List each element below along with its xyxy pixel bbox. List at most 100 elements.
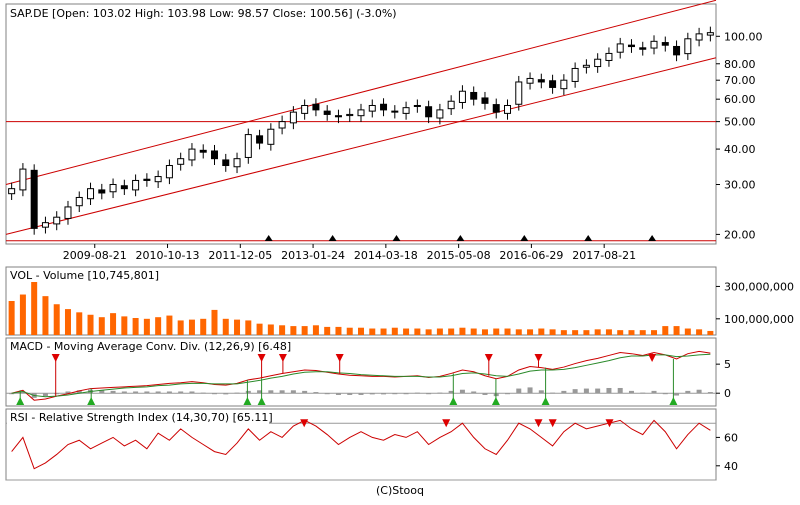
volume-bar (527, 329, 534, 335)
volume-bar (335, 326, 342, 335)
price-candle (470, 91, 478, 100)
price-candle (132, 179, 140, 191)
macd-histogram-bar (245, 390, 251, 394)
macd-histogram-bar (133, 391, 139, 394)
price-ytick-label: 80.00 (724, 58, 756, 71)
price-candle (177, 158, 185, 165)
price-candle (75, 196, 83, 207)
macd-histogram-bar (369, 393, 375, 395)
macd-sell-marker (257, 354, 266, 362)
volume-bar (391, 327, 398, 335)
rsi-title-bg (7, 410, 269, 424)
volume-bar (166, 315, 173, 335)
volume-bar (403, 328, 410, 335)
price-candle (673, 45, 681, 56)
price-candle (504, 104, 512, 114)
price-candle (222, 159, 230, 167)
volume-bar (572, 330, 579, 335)
macd-histogram-bar (538, 390, 544, 394)
macd-histogram-bar (651, 390, 657, 394)
volume-bar (425, 329, 432, 335)
price-candle (98, 189, 106, 194)
macd-histogram-bar (662, 393, 668, 395)
price-candle (256, 135, 264, 144)
price-candle (199, 149, 207, 153)
macd-histogram-bar (268, 390, 274, 394)
macd-sell-marker (648, 354, 657, 362)
price-candle (537, 79, 545, 83)
price-candle (64, 206, 72, 219)
macd-histogram-bar (76, 390, 82, 394)
price-candle (210, 150, 218, 160)
volume-bar (605, 329, 612, 335)
price-candle (492, 104, 500, 113)
volume-bar (617, 330, 624, 335)
volume-bar (188, 319, 195, 335)
macd-histogram-bar (302, 390, 308, 394)
volume-bar (459, 327, 466, 335)
volume-bar (110, 313, 117, 335)
price-candle (143, 178, 151, 181)
price-xtick-label: 2016-06-29 (499, 249, 563, 262)
macd-ytick-label: 5 (724, 358, 731, 371)
macd-histogram-bar (448, 390, 454, 394)
macd-histogram-bar (459, 389, 465, 394)
price-candle (41, 222, 49, 228)
price-xtick-label: 2011-12-05 (208, 249, 272, 262)
macd-histogram-bar (527, 387, 533, 394)
macd-title-bg (7, 339, 275, 353)
macd-histogram-bar (155, 391, 161, 394)
price-period-marker (392, 235, 401, 241)
price-candle (706, 32, 714, 36)
macd-histogram-bar (640, 392, 646, 394)
macd-histogram-bar (595, 388, 601, 394)
macd-buy-marker (243, 397, 252, 405)
price-candle (30, 169, 38, 229)
price-candle (165, 165, 173, 179)
volume-bar (98, 317, 105, 335)
panel-frame-0 (5, 3, 717, 245)
macd-histogram-bar (550, 392, 556, 394)
macd-buy-marker (449, 397, 458, 405)
macd-histogram-bar (392, 393, 398, 395)
macd-histogram-bar (20, 391, 26, 394)
macd-histogram-bar (42, 393, 48, 397)
price-ytick-label: 50.00 (724, 116, 756, 129)
volume-bar (155, 317, 162, 335)
price-candle (391, 110, 399, 113)
macd-histogram-bar (482, 393, 488, 395)
price-candle (334, 115, 342, 118)
price-candle (594, 58, 602, 68)
macd-histogram-bar (99, 390, 105, 394)
price-candle (109, 183, 117, 193)
price-candle (357, 109, 365, 117)
price-candle (695, 33, 703, 41)
price-candle (425, 106, 433, 118)
rsi-ytick-label: 40 (724, 460, 738, 473)
macd-histogram-bar (178, 391, 184, 394)
volume-bar (76, 312, 83, 335)
macd-histogram-bar (223, 393, 229, 395)
volume-bar (290, 326, 297, 335)
macd-histogram-bar (121, 391, 127, 394)
price-title-bg (7, 5, 389, 20)
macd-sell-marker (278, 354, 287, 362)
volume-bar (628, 330, 635, 335)
macd-histogram-bar (279, 390, 285, 394)
volume-bar (380, 328, 387, 335)
price-candle (650, 40, 658, 49)
volume-bar (481, 329, 488, 335)
price-candle (267, 128, 275, 145)
volume-bar (324, 326, 331, 335)
volume-bar (42, 296, 49, 335)
macd-sell-marker (335, 354, 344, 362)
volume-bar (200, 318, 207, 335)
price-period-marker (328, 235, 337, 241)
volume-bar (651, 330, 658, 335)
macd-histogram-bar (674, 393, 680, 396)
volume-bar (538, 328, 545, 335)
price-ytick-label: 20.00 (724, 228, 756, 241)
volume-bar (560, 330, 567, 335)
macd-buy-marker (257, 397, 266, 405)
